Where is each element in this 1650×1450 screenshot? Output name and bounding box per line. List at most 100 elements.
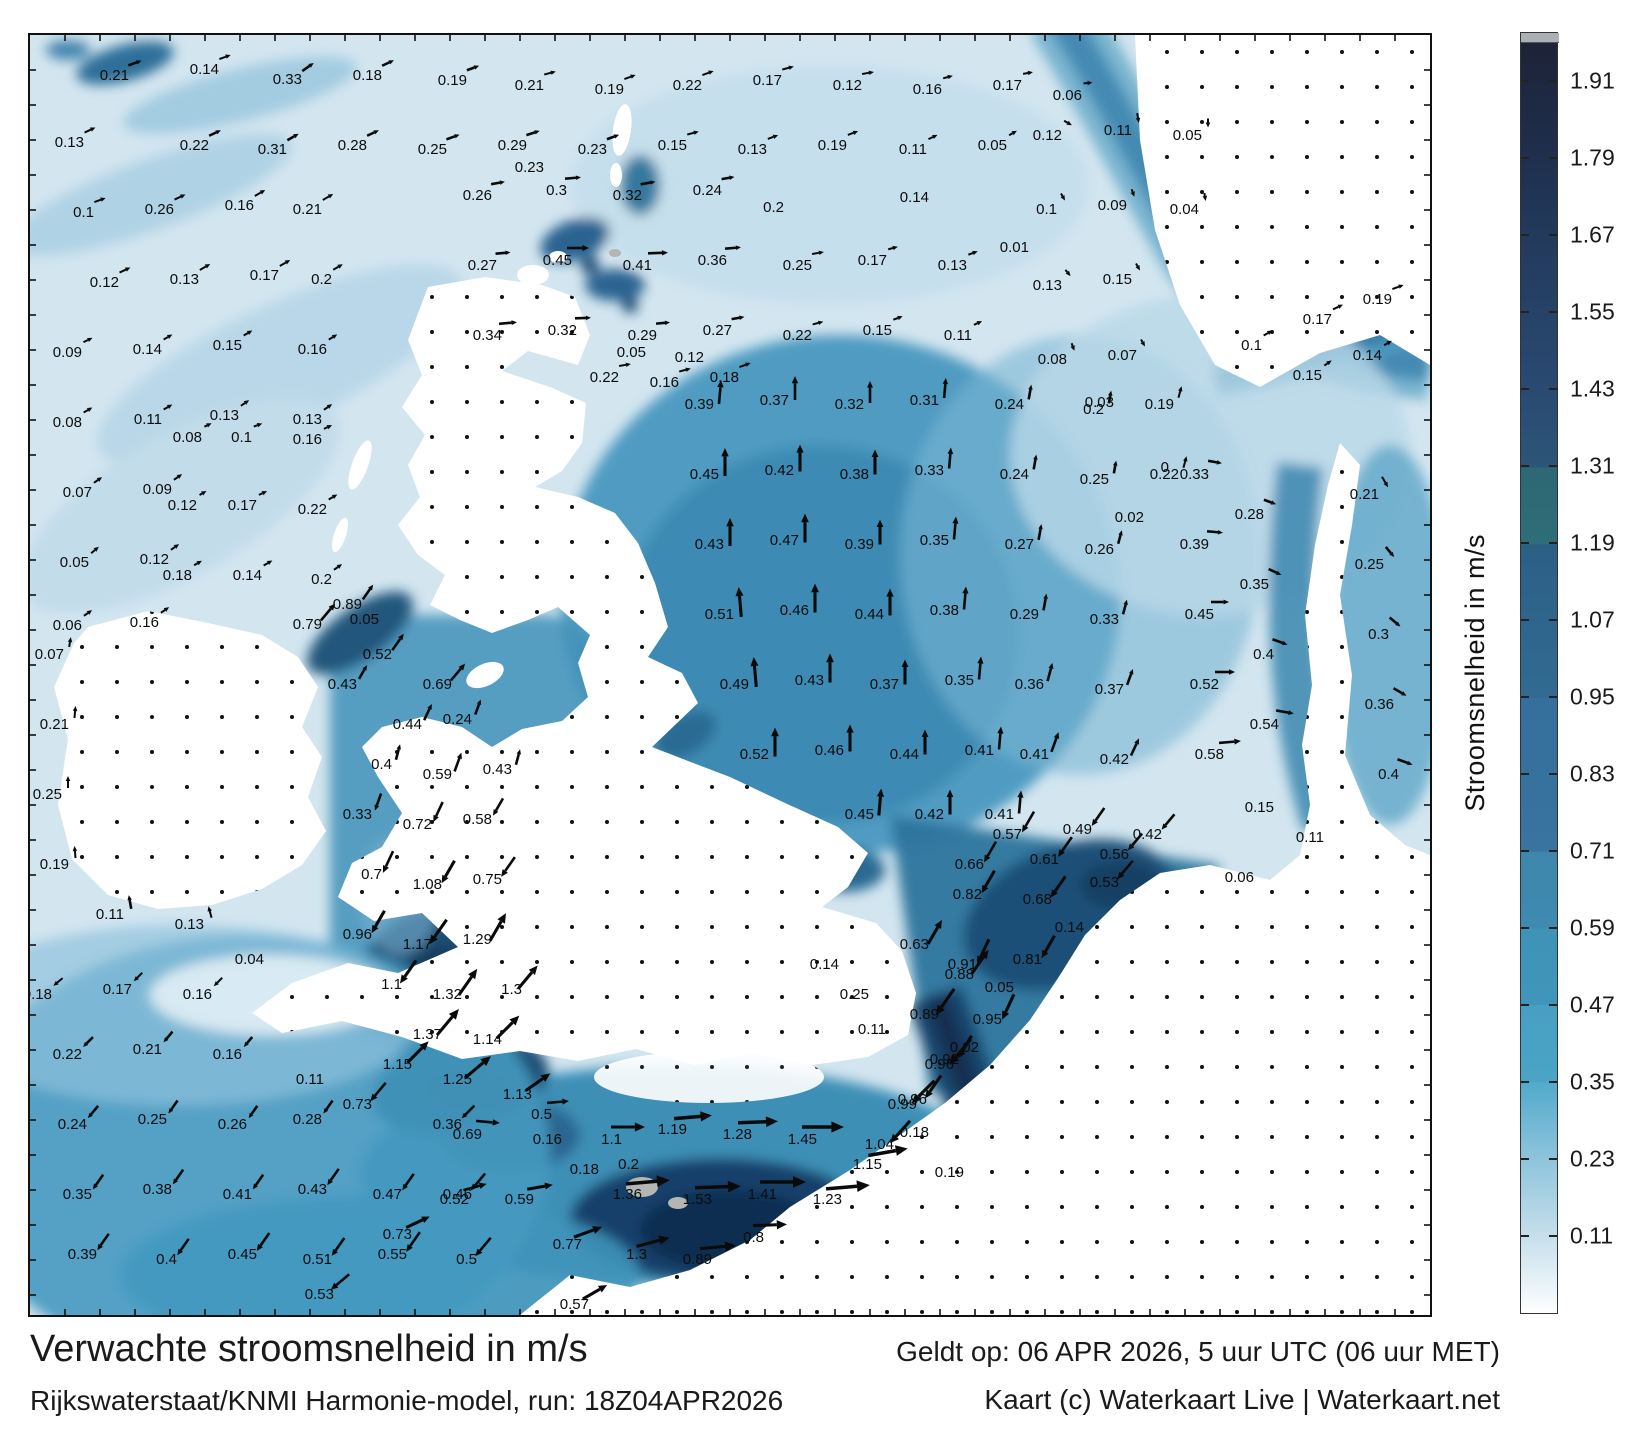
speed-value-label: 0.05: [985, 979, 1014, 996]
colorbar-tick-mark: [1521, 465, 1529, 467]
colorbar-tick-mark: [1549, 850, 1557, 852]
speed-value-label: 0.4: [1253, 646, 1274, 663]
speed-value-label: 0.22: [298, 501, 327, 518]
valid-time-line: Geldt op: 06 APR 2026, 5 uur UTC (06 uur…: [896, 1336, 1500, 1367]
speed-value-label: 0.25: [783, 257, 812, 274]
speed-value-label: 0.02: [950, 1039, 979, 1056]
speed-value-label: 0.25: [138, 1111, 167, 1128]
speed-value-label: 0.22: [53, 1046, 82, 1063]
speed-value-label: 0.39: [845, 536, 874, 553]
colorbar-tick-label: 0.71: [1570, 837, 1615, 864]
speed-value-label: 0.92: [930, 1051, 959, 1068]
speed-value-label: 0.52: [363, 646, 392, 663]
speed-value-label: 0.41: [623, 257, 652, 274]
speed-value-label: 0.28: [338, 137, 367, 154]
speed-value-label: 0.29: [628, 327, 657, 344]
speed-value-label: 0.39: [68, 1246, 97, 1263]
speed-value-label: 0.45: [690, 466, 719, 483]
speed-value-label: 0.19: [1145, 396, 1174, 413]
speed-value-label: 0.08: [1038, 351, 1067, 368]
speed-value-label: 0.17: [753, 72, 782, 89]
speed-value-label: 0.24: [1000, 466, 1029, 483]
speed-value-label: 0.15: [658, 137, 687, 154]
speed-value-label: 0.12: [140, 551, 169, 568]
colorbar-tick-mark: [1549, 1235, 1557, 1237]
speed-value-label: 1.1: [601, 1131, 622, 1148]
speed-value-label: 0.15: [1103, 271, 1132, 288]
speed-value-label: 0.13: [210, 407, 239, 424]
speed-value-label: 0.1: [231, 429, 252, 446]
speed-value-label: 1.37: [413, 1026, 442, 1043]
speed-value-label: 0.61: [1030, 851, 1059, 868]
speed-value-label: 0.21: [100, 67, 129, 84]
colorbar-tick-mark: [1521, 696, 1529, 698]
speed-value-label: 0.89: [333, 596, 362, 613]
colorbar-tick-label: 0.35: [1570, 1068, 1615, 1095]
speed-value-label: 0.24: [693, 182, 722, 199]
footer-left: Verwachte stroomsnelheid in m/s Rijkswat…: [30, 1328, 783, 1417]
speed-value-label: 0.45: [228, 1246, 257, 1263]
speed-value-label: 1.15: [853, 1156, 882, 1173]
speed-value-label: 0.37: [760, 392, 789, 409]
speed-value-label: 0.21: [40, 716, 69, 733]
speed-value-label: 0.46: [780, 602, 809, 619]
speed-value-label: 0.11: [96, 906, 124, 923]
speed-value-label: 0.2: [311, 571, 332, 588]
colorbar-tick-mark: [1549, 1004, 1557, 1006]
speed-value-label: 0.15: [1293, 367, 1322, 384]
colorbar-tick-mark: [1521, 234, 1529, 236]
speed-value-label: 0.16: [298, 341, 327, 358]
speed-value-label: 1.17: [403, 936, 432, 953]
speed-value-label: 0.22: [783, 327, 812, 344]
colorbar-tick-mark: [1521, 80, 1529, 82]
speed-value-label: 0.05: [617, 344, 646, 361]
speed-value-label: 0.18: [30, 986, 52, 1003]
speed-value-label: 0.32: [613, 187, 642, 204]
land-shetland: [612, 104, 632, 156]
speed-value-label: 0.27: [468, 257, 497, 274]
speed-value-label: 0.79: [293, 616, 322, 633]
speed-value-label: 0.66: [955, 856, 984, 873]
colorbar-tick-mark: [1521, 1158, 1529, 1160]
speed-value-label: 0.19: [818, 137, 847, 154]
speed-value-label: 0.33: [1180, 466, 1209, 483]
speed-value-label: 0.19: [1363, 291, 1392, 308]
speed-value-label: 0.41: [223, 1186, 252, 1203]
speed-value-label: 1.3: [626, 1246, 647, 1263]
speed-value-label: 0.31: [258, 141, 287, 158]
colorbar-tick-label: 1.19: [1570, 529, 1615, 556]
colorbar-overflow-cap: [1521, 33, 1559, 43]
speed-value-label: 0.24: [995, 396, 1024, 413]
land-isle-of-man: [466, 661, 504, 689]
speed-value-label: 0.2: [311, 271, 332, 288]
speed-value-label: 0.33: [343, 806, 372, 823]
speed-value-label: 0.96: [898, 1091, 927, 1108]
colorbar-tick-mark: [1521, 542, 1529, 544]
speed-label-layer: 0.21 0.14 0.33 0.18 0.19 0.21 0.19 0.22 0.17 0.12…: [30, 61, 1399, 1313]
colorbar-tick-label: 0.95: [1570, 683, 1615, 710]
speed-value-label: 0.52: [440, 1191, 469, 1208]
speed-value-label: 0.14: [1353, 347, 1382, 364]
speed-value-label: 0.23: [578, 141, 607, 158]
speed-value-label: 0.21: [133, 1041, 162, 1058]
speed-value-label: 0.23: [515, 159, 544, 176]
speed-value-label: 0.26: [463, 187, 492, 204]
colorbar-axis-label-text: Stroomsnelheid in m/s: [1459, 534, 1490, 812]
speed-value-label: 0.42: [765, 462, 794, 479]
speed-value-label: 0.43: [298, 1181, 327, 1198]
speed-value-label: 0.25: [1080, 471, 1109, 488]
speed-value-label: 0: [1161, 459, 1169, 476]
speed-value-label: 0.17: [993, 77, 1022, 94]
speed-value-label: 0.58: [1195, 746, 1224, 763]
speed-value-label: 0.18: [710, 369, 739, 386]
speed-value-label: 0.15: [863, 322, 892, 339]
speed-value-label: 0.03: [1085, 394, 1114, 411]
land-continent: [520, 443, 1430, 1315]
speed-value-label: 0.44: [393, 716, 422, 733]
speed-value-label: 0.17: [103, 981, 132, 998]
speed-value-label: 0.73: [343, 1096, 372, 1113]
land-ireland: [54, 611, 326, 909]
speed-value-label: 0.11: [1104, 122, 1132, 139]
attribution-line: Kaart (c) Waterkaart Live | Waterkaart.n…: [984, 1384, 1500, 1415]
speed-value-label: 0.07: [63, 484, 92, 501]
